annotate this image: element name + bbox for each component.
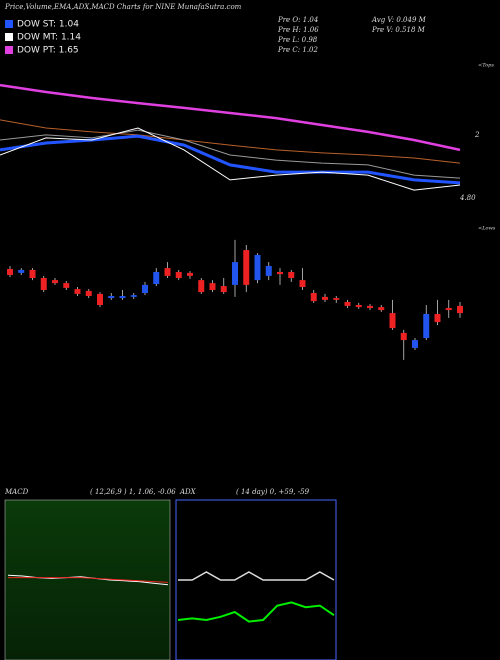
candle-body	[400, 332, 407, 341]
candle-body	[243, 250, 250, 285]
series-line	[178, 571, 335, 581]
candle-body	[29, 269, 36, 278]
info-text: Avg V: 0.049 M	[371, 16, 427, 24]
candle-body	[85, 290, 92, 296]
info-text: Pre V: 0.518 M	[371, 26, 426, 34]
candle-body	[220, 286, 227, 293]
adx-panel	[175, 499, 337, 660]
candle-body	[344, 302, 351, 306]
legend-label: DOW MT: 1.14	[17, 33, 81, 43]
series-line	[0, 129, 461, 179]
candle-body	[153, 272, 160, 284]
info-text: Pre O: 1.04	[277, 16, 318, 24]
candle-body	[209, 283, 216, 290]
annotation: <Lows	[478, 226, 496, 232]
candle-body	[288, 272, 295, 278]
info-text: Pre L: 0.98	[277, 36, 318, 44]
macd-panel	[4, 499, 171, 660]
candle-body	[389, 313, 396, 329]
candle-body	[412, 340, 418, 348]
panel-subtitle: ( 12,26,9 ) 1, 1.06, -0.06	[90, 488, 176, 496]
panel-subtitle: ( 14 day) 0, +59, -59	[236, 488, 310, 496]
candle-body	[265, 266, 272, 276]
legend-label: DOW PT: 1.65	[17, 46, 79, 56]
chart-title: Price,Volume,EMA,ADX,MACD Charts for NIN…	[4, 3, 242, 11]
candle-body	[333, 298, 340, 300]
candle-body	[187, 272, 193, 276]
candle-body	[367, 305, 373, 308]
candle-body	[7, 269, 13, 275]
info-text: Pre C: 1.02	[277, 46, 318, 54]
panel-title: MACD	[4, 488, 29, 496]
candle-body	[310, 293, 317, 302]
candle-body	[378, 307, 385, 311]
series-line	[0, 83, 461, 152]
candle-body	[299, 280, 306, 287]
candle-body	[254, 254, 261, 281]
candle-body	[232, 262, 238, 285]
candle-body	[164, 268, 171, 276]
annotation: <Tops	[478, 63, 494, 69]
candle-body	[322, 296, 328, 300]
annotation: 4.80	[459, 194, 476, 202]
candle-body	[18, 269, 25, 273]
candle-body	[277, 272, 283, 275]
series-line	[0, 134, 461, 185]
candle-body	[175, 272, 182, 278]
series-line	[8, 577, 169, 583]
legend-label: DOW ST: 1.04	[17, 20, 79, 30]
candle-body	[63, 283, 70, 288]
legend-swatch	[5, 33, 13, 41]
series-line	[177, 601, 335, 623]
candle-body	[74, 289, 81, 294]
candle-body	[108, 296, 115, 299]
candle-body	[97, 293, 103, 305]
candle-body	[52, 280, 58, 284]
candle-body	[355, 305, 362, 308]
candle-body	[457, 305, 463, 314]
legend-swatch	[5, 46, 13, 54]
candle-body	[130, 295, 137, 297]
legend-swatch	[5, 20, 13, 28]
candle-body	[434, 314, 441, 323]
panel-title: ADX	[179, 488, 197, 496]
candle-body	[423, 314, 430, 338]
annotation: 2	[474, 131, 480, 139]
series-line	[0, 119, 461, 164]
info-text: Pre H: 1.06	[277, 26, 319, 34]
candle-body	[40, 278, 47, 290]
candle-body	[119, 296, 126, 299]
series-line	[0, 127, 461, 191]
candle-body	[445, 308, 452, 311]
candle-body	[142, 284, 148, 293]
candle-body	[198, 280, 205, 293]
